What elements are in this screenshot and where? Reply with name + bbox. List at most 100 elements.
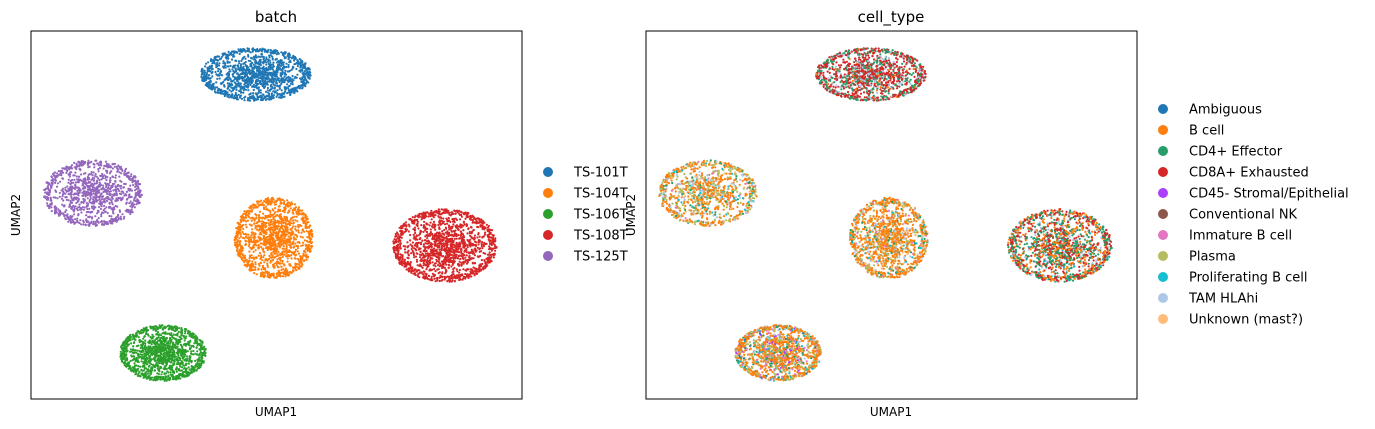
data-point bbox=[125, 347, 128, 350]
data-point bbox=[163, 366, 166, 369]
data-point bbox=[221, 52, 224, 55]
data-point bbox=[157, 361, 160, 364]
data-point bbox=[261, 78, 264, 81]
data-point bbox=[281, 275, 285, 278]
data-point bbox=[148, 369, 152, 373]
data-point bbox=[209, 66, 213, 69]
data-point bbox=[239, 63, 243, 66]
data-point bbox=[271, 58, 274, 61]
data-point bbox=[295, 215, 298, 218]
data-point bbox=[133, 362, 136, 365]
data-point bbox=[260, 99, 263, 102]
data-point bbox=[267, 48, 270, 51]
data-point bbox=[169, 336, 172, 339]
data-point bbox=[242, 219, 245, 222]
data-point bbox=[456, 270, 459, 273]
data-point bbox=[306, 221, 309, 224]
data-point bbox=[271, 223, 274, 226]
data-point bbox=[251, 260, 254, 263]
data-point bbox=[129, 366, 132, 369]
data-point bbox=[217, 87, 220, 90]
data-point bbox=[254, 92, 258, 95]
data-point bbox=[273, 246, 276, 249]
data-point bbox=[418, 272, 421, 275]
data-point bbox=[272, 61, 275, 64]
data-point bbox=[194, 334, 197, 337]
data-point bbox=[259, 216, 262, 219]
data-point bbox=[403, 230, 406, 234]
data-point bbox=[256, 93, 259, 96]
data-point bbox=[134, 360, 137, 363]
data-point bbox=[284, 275, 287, 278]
data-point bbox=[276, 71, 279, 74]
data-point bbox=[282, 221, 285, 225]
data-point bbox=[280, 235, 283, 238]
data-point bbox=[243, 55, 246, 58]
data-point bbox=[247, 79, 250, 82]
data-point bbox=[211, 83, 214, 86]
data-point bbox=[234, 93, 237, 96]
data-point bbox=[249, 63, 252, 66]
data-point bbox=[195, 346, 198, 349]
data-point bbox=[179, 331, 183, 334]
data-point bbox=[230, 53, 233, 56]
data-point bbox=[135, 332, 138, 335]
data-point bbox=[281, 251, 284, 254]
data-point bbox=[275, 264, 278, 267]
data-point bbox=[287, 254, 290, 257]
data-point bbox=[125, 341, 129, 344]
data-point bbox=[296, 73, 299, 76]
data-point bbox=[200, 359, 203, 363]
data-point bbox=[294, 206, 298, 209]
data-point bbox=[405, 224, 408, 227]
data-point bbox=[202, 346, 205, 349]
data-point bbox=[284, 90, 287, 93]
data-point bbox=[125, 359, 128, 362]
data-point bbox=[152, 365, 155, 368]
data-point bbox=[450, 230, 453, 233]
data-point bbox=[301, 244, 304, 247]
data-point bbox=[299, 63, 302, 66]
data-point bbox=[274, 72, 278, 75]
data-point bbox=[280, 89, 283, 92]
data-point bbox=[267, 219, 270, 222]
data-point bbox=[267, 197, 270, 200]
data-point bbox=[222, 60, 225, 63]
data-point bbox=[262, 65, 265, 68]
data-point bbox=[420, 241, 423, 244]
data-point bbox=[287, 235, 290, 238]
data-point bbox=[171, 368, 174, 371]
data-point bbox=[278, 228, 281, 231]
data-point bbox=[294, 268, 297, 271]
data-point bbox=[284, 235, 287, 238]
data-point bbox=[153, 359, 156, 362]
data-point bbox=[135, 351, 138, 354]
data-point bbox=[283, 250, 286, 253]
data-point bbox=[257, 69, 261, 72]
data-point bbox=[188, 368, 191, 371]
data-point bbox=[238, 237, 241, 240]
data-point bbox=[253, 232, 257, 235]
data-point bbox=[245, 258, 248, 261]
data-point bbox=[423, 220, 426, 223]
data-point bbox=[278, 246, 281, 249]
data-point bbox=[293, 236, 296, 240]
data-point bbox=[204, 65, 207, 68]
data-point bbox=[230, 96, 233, 99]
data-point bbox=[272, 250, 275, 253]
data-point bbox=[177, 342, 180, 345]
data-point bbox=[251, 50, 254, 53]
data-point bbox=[224, 90, 227, 93]
data-point bbox=[279, 202, 282, 205]
data-point bbox=[296, 59, 299, 62]
data-point bbox=[182, 353, 186, 356]
data-point bbox=[185, 367, 188, 370]
data-point bbox=[264, 79, 267, 82]
data-point bbox=[212, 85, 215, 88]
data-point bbox=[480, 250, 483, 253]
data-point bbox=[153, 369, 156, 372]
data-point bbox=[188, 360, 191, 363]
data-point bbox=[170, 347, 174, 350]
data-point bbox=[275, 61, 279, 64]
data-point bbox=[252, 71, 256, 74]
